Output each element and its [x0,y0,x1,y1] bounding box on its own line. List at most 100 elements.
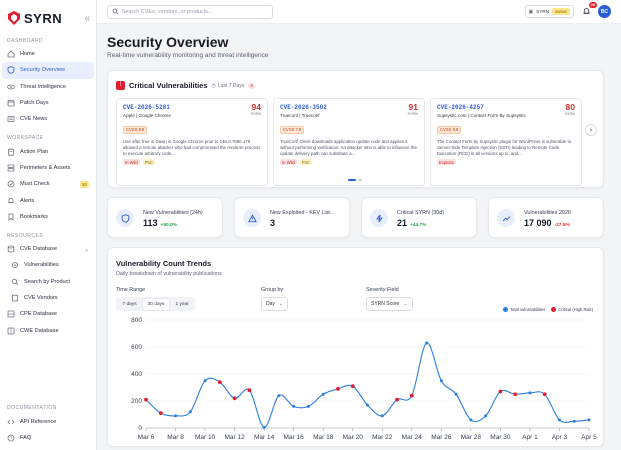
must-check-badge: 20 [79,180,89,188]
search-input[interactable] [121,8,268,15]
collapse-sidebar-icon[interactable]: « [84,12,90,24]
stat-card-vulnerabilities-2026[interactable]: Vulnerabilities 2026 17 090 -27.5% [488,197,604,238]
severity-field-value: SYRN Score [371,301,400,307]
score-value: 80 [565,102,575,112]
cve-id[interactable]: CVE-2026-3502 [280,104,327,111]
sidebar-item-label: FAQ [20,434,32,441]
x-tick-label: Mar 8 [167,434,184,441]
stat-value: 17 090 [524,218,552,228]
stat-card-new-exploited[interactable]: New Exploited - KEV List... 3 [234,197,350,238]
sidebar-item-home[interactable]: Home [2,46,94,62]
sidebar-item-cve-news[interactable]: CVE News [2,111,94,127]
sidebar-item-cwe-database[interactable]: CWE Database [2,322,94,338]
group-by-label: Group by [261,287,284,293]
legend-item-critical[interactable]: Critical (High Risk) [551,307,593,312]
sidebar-item-must-check[interactable]: Must Check 20 [2,176,94,192]
sidebar-item-cpe-database[interactable]: CPE Database [2,306,94,322]
cve-id[interactable]: CVE-2026-4257 [437,104,484,111]
vuln-card[interactable]: CVE-2026-4257 Supsystic.com | Contact Fo… [430,98,582,186]
sidebar-item-cve-vendors[interactable]: CVE Vendors [2,290,94,306]
x-tick-label: Mar 22 [372,434,393,441]
sidebar-item-search-by-product[interactable]: Search by Product [2,274,94,290]
notifications-button[interactable]: 99 [580,1,597,18]
carousel-dot[interactable] [358,179,362,181]
sidebar-item-alerts[interactable]: Alerts [2,192,94,208]
group-by-value: Day [266,301,275,307]
sidebar-item-label: Alerts [20,197,35,204]
sidebar-item-faq[interactable]: ? FAQ [2,430,94,446]
sidebar-item-label: Home [20,51,35,58]
poc-tag: PoC [299,159,312,165]
critical-title: Critical Vulnerabilities [129,81,208,90]
sidebar-item-threat-intelligence[interactable]: Threat Intelligence [2,79,94,95]
sidebar-item-security-overview[interactable]: Security Overview [2,62,94,79]
x-tick-label: Mar 10 [195,434,216,441]
stat-card-new-vulnerabilities[interactable]: New Vulnerabilities (24h) 113 +50.0% [107,197,223,238]
sidebar-item-label: CVE Database [20,246,58,253]
legend-item-total[interactable]: Total vulnerabilities [502,307,545,312]
shield-icon [7,66,15,75]
y-tick-label: 600 [131,344,142,351]
score-value: 94 [251,102,261,112]
x-tick-label: Mar 16 [284,434,305,441]
severity-field-label: Severity Field [366,287,399,293]
sidebar-item-action-plan[interactable]: Action Plan [2,143,94,159]
data-point-total [321,392,325,396]
clock-icon: ◷ [211,82,216,89]
logo[interactable]: SYRN [6,10,62,26]
grid-icon [7,310,15,318]
database-icon [7,245,15,253]
search-box[interactable] [107,4,273,19]
sidebar-item-patch-days[interactable]: Patch Days [2,95,94,111]
cve-id[interactable]: CVE-2026-5281 [123,104,170,111]
section-workspace: WORKSPACE [7,135,44,142]
stat-card-critical-syrn[interactable]: Critical SYRN (30d) 21 +44.7% [361,197,477,238]
trend-chart: 0 200 400 600 800 Mar 6 Mar 8 Mar 10 Mar 12 Mar 1… [131,317,597,441]
critical-count-badge: 4 [248,82,255,89]
vuln-card[interactable]: CVE-2026-5281 Apple | Google Chrome 94 S… [116,98,268,186]
vuln-card[interactable]: CVE-2026-3502 Trueconf | Trueconf 91 SYR… [273,98,425,186]
data-point-critical [542,392,547,397]
sidebar-item-label: Must Check [20,181,50,188]
sidebar-item-vulnerabilities[interactable]: Vulnerabilities [2,257,94,273]
x-tick-label: Mar 24 [402,434,423,441]
data-point-critical [409,393,414,398]
data-point-total [439,379,443,383]
sidebar: SYRN « DASHBOARD Home Security Overview … [0,0,97,450]
newspaper-icon [7,115,15,123]
stat-value-row: 113 +50.0% [143,218,177,228]
code-icon [7,418,15,426]
org-switcher[interactable]: ▣ SYRN owner [524,5,574,18]
avatar[interactable]: BC [598,5,611,18]
trend-subtitle: Daily breakdown of vulnerability publica… [116,271,222,277]
org-icon: ▣ [528,8,534,15]
warning-icon [243,209,261,227]
sidebar-item-bookmarks[interactable]: Bookmarks [2,209,94,225]
sidebar-item-api-reference[interactable]: API Reference [2,413,94,429]
data-point-total [174,414,178,418]
sidebar-item-label: Bookmarks [20,213,48,220]
chevron-down-icon: ⌄ [278,301,284,307]
range-option-1-year[interactable]: 1 year [175,301,189,307]
range-option-30-days[interactable]: 30 days [142,298,170,310]
stat-title: New Exploited - KEV List... [270,210,335,216]
vuln-vendor: Apple | Google Chrome [123,113,171,118]
search-icon [11,278,19,286]
group-by-select[interactable]: Day ⌄ [261,297,289,311]
time-range-label: Time Range [116,287,146,293]
carousel-next-button[interactable]: › [585,124,597,136]
chevron-down-icon: ⌄ [403,301,408,307]
range-option-7-days[interactable]: 7 days [122,301,137,307]
data-point-total [277,394,281,398]
notification-count-badge: 99 [588,1,597,8]
sidebar-item-perimeters-assets[interactable]: Perimeters & Assets [2,160,94,176]
y-tick-label: 400 [131,371,142,378]
vuln-description: The Contact Form by Supsystic plugin for… [437,139,572,156]
clipboard-icon [7,148,15,156]
data-point-critical [144,397,148,402]
poc-tag: PoC [142,159,155,165]
sidebar-item-cve-database[interactable]: CVE Database ⌄ [2,241,94,257]
carousel-dot[interactable] [348,179,356,181]
severity-field-select[interactable]: SYRN Score ⌄ [366,297,413,311]
in-wild-tag: In Wild [123,159,140,165]
